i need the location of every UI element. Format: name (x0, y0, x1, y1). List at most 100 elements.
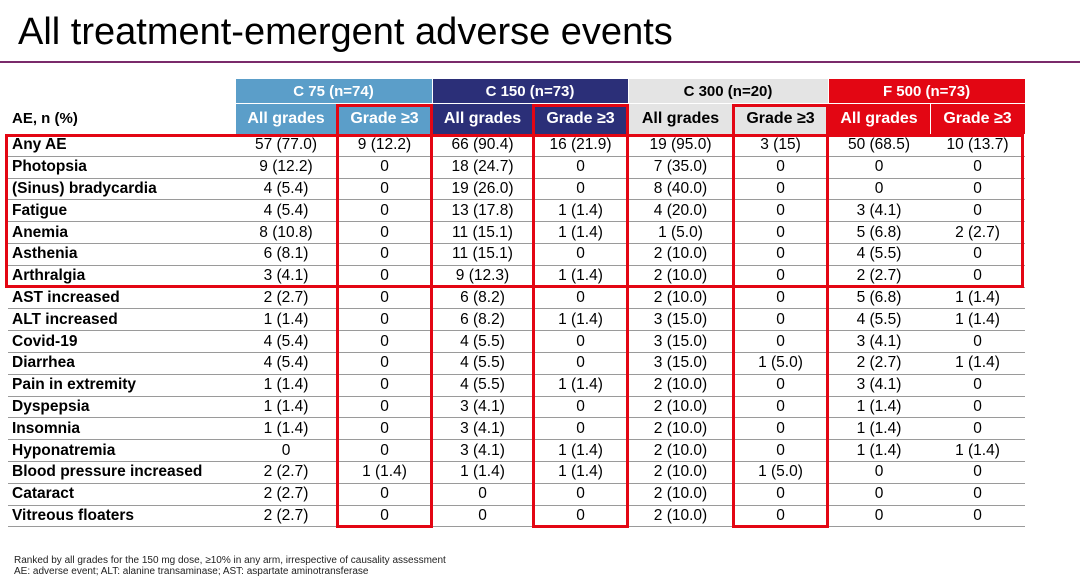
value-cell: 0 (432, 505, 533, 528)
value-cell: 0 (733, 178, 828, 201)
row-header: AE, n (%) (12, 109, 78, 127)
subheader: Grade ≥3 (929, 103, 1026, 135)
footnotes: Ranked by all grades for the 150 mg dose… (14, 555, 446, 577)
value-cell: 0 (930, 483, 1025, 506)
value-cell: 3 (4.1) (828, 374, 930, 397)
value-cell: 0 (337, 221, 432, 244)
subheader: Grade ≥3 (732, 103, 829, 135)
value-cell: 0 (930, 374, 1025, 397)
value-cell: 0 (337, 483, 432, 506)
value-cell: 19 (95.0) (628, 134, 733, 157)
value-cell: 0 (533, 352, 628, 375)
value-cell: 0 (533, 330, 628, 353)
value-cell: 3 (4.1) (235, 265, 337, 288)
value-cell: 0 (733, 439, 828, 462)
value-cell: 1 (1.4) (432, 461, 533, 484)
value-cell: 1 (5.0) (733, 461, 828, 484)
value-cell: 0 (930, 505, 1025, 528)
value-cell: 0 (930, 330, 1025, 353)
value-cell: 13 (17.8) (432, 199, 533, 223)
value-cell: 0 (533, 287, 628, 310)
value-cell: 0 (337, 396, 432, 419)
adverse-events-table: AE, n (%) C 75 (n=74) C 150 (n=73) C 300… (8, 78, 1026, 528)
table-row: Fatigue 4 (5.4) 0 13 (17.8) 1 (1.4) 4 (20.0) 0… (8, 199, 1025, 223)
value-cell: 1 (1.4) (235, 374, 337, 397)
value-cell: 2 (2.7) (828, 265, 930, 288)
value-cell: 0 (930, 156, 1025, 179)
value-cell: 0 (733, 417, 828, 441)
table-row: Dyspepsia 1 (1.4) 0 3 (4.1) 0 2 (10.0) 0 1 (1.4… (8, 396, 1025, 419)
value-cell: 1 (1.4) (930, 352, 1025, 375)
value-cell: 1 (1.4) (533, 308, 628, 332)
value-cell: 4 (5.4) (235, 330, 337, 353)
value-cell: 0 (733, 483, 828, 506)
value-cell: 4 (5.5) (828, 308, 930, 332)
value-cell: 2 (10.0) (628, 265, 733, 288)
value-cell: 4 (5.5) (432, 374, 533, 397)
value-cell: 0 (337, 417, 432, 441)
ae-name-cell: ALT increased (8, 308, 235, 332)
group-header-c300: C 300 (n=20) (627, 78, 829, 104)
table-row: Covid-19 4 (5.4) 0 4 (5.5) 0 3 (15.0) 0 3 (4.1)… (8, 330, 1025, 353)
value-cell: 0 (337, 265, 432, 288)
ae-name-cell: Asthenia (8, 243, 235, 266)
value-cell: 0 (930, 243, 1025, 266)
value-cell: 4 (20.0) (628, 199, 733, 223)
value-cell: 2 (2.7) (235, 505, 337, 528)
value-cell: 1 (1.4) (828, 417, 930, 441)
value-cell: 1 (5.0) (628, 221, 733, 244)
value-cell: 6 (8.2) (432, 287, 533, 310)
ae-name-cell: Pain in extremity (8, 374, 235, 397)
value-cell: 0 (533, 156, 628, 179)
value-cell: 0 (930, 199, 1025, 223)
value-cell: 8 (10.8) (235, 221, 337, 244)
subheader: All grades (431, 103, 534, 135)
ae-name-cell: Photopsia (8, 156, 235, 179)
value-cell: 0 (337, 439, 432, 462)
value-cell: 1 (1.4) (533, 265, 628, 288)
value-cell: 0 (432, 483, 533, 506)
ae-name-cell: Fatigue (8, 199, 235, 223)
value-cell: 5 (6.8) (828, 221, 930, 244)
value-cell: 0 (337, 352, 432, 375)
value-cell: 2 (2.7) (828, 352, 930, 375)
value-cell: 0 (533, 178, 628, 201)
value-cell: 2 (10.0) (628, 483, 733, 506)
value-cell: 0 (733, 330, 828, 353)
value-cell: 0 (828, 505, 930, 528)
value-cell: 0 (337, 156, 432, 179)
value-cell: 2 (2.7) (930, 221, 1025, 244)
ae-name-cell: Insomnia (8, 417, 235, 441)
value-cell: 10 (13.7) (930, 134, 1025, 157)
value-cell: 7 (35.0) (628, 156, 733, 179)
value-cell: 1 (5.0) (733, 352, 828, 375)
value-cell: 0 (733, 156, 828, 179)
value-cell: 1 (1.4) (533, 221, 628, 244)
value-cell: 0 (930, 178, 1025, 201)
value-cell: 2 (10.0) (628, 461, 733, 484)
value-cell: 0 (533, 483, 628, 506)
value-cell: 3 (4.1) (828, 330, 930, 353)
table-row: ALT increased 1 (1.4) 0 6 (8.2) 1 (1.4) 3 (15… (8, 308, 1025, 332)
table-row: Cataract 2 (2.7) 0 0 0 2 (10.0) 0 0 0 (8, 483, 1025, 506)
value-cell: 0 (828, 178, 930, 201)
value-cell: 4 (5.4) (235, 199, 337, 223)
table-row: Arthralgia 3 (4.1) 0 9 (12.3) 1 (1.4) 2 (10.0… (8, 265, 1025, 288)
value-cell: 0 (930, 265, 1025, 288)
value-cell: 0 (337, 308, 432, 332)
value-cell: 2 (10.0) (628, 417, 733, 441)
value-cell: 0 (337, 243, 432, 266)
table-row: Photopsia 9 (12.2) 0 18 (24.7) 0 7 (35.0) 0 0 0 (8, 156, 1025, 179)
value-cell: 50 (68.5) (828, 134, 930, 157)
value-cell: 4 (5.5) (432, 352, 533, 375)
subheader: All grades (234, 103, 338, 135)
value-cell: 6 (8.2) (432, 308, 533, 332)
ae-name-cell: Any AE (8, 134, 235, 157)
value-cell: 5 (6.8) (828, 287, 930, 310)
value-cell: 11 (15.1) (432, 243, 533, 266)
value-cell: 0 (733, 308, 828, 332)
value-cell: 0 (337, 287, 432, 310)
value-cell: 3 (4.1) (432, 396, 533, 419)
value-cell: 9 (12.2) (337, 134, 432, 157)
table-row: AST increased 2 (2.7) 0 6 (8.2) 0 2 (10.0) 0 5 … (8, 287, 1025, 310)
